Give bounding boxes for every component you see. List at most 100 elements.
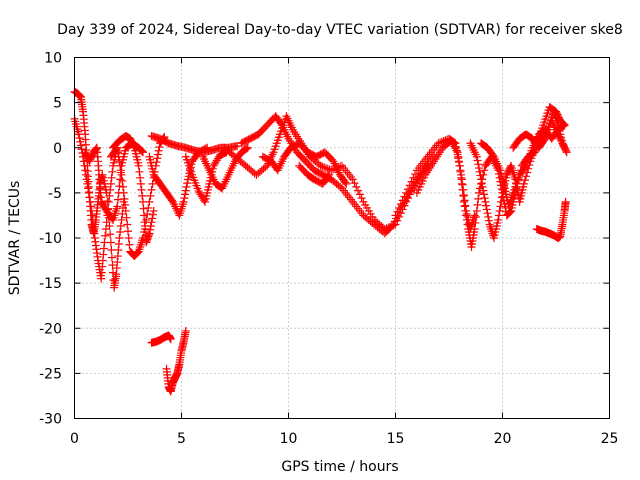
data-point xyxy=(434,139,443,148)
data-point xyxy=(138,147,147,156)
data-point xyxy=(114,152,123,161)
data-point xyxy=(116,175,125,184)
data-point xyxy=(116,166,125,175)
data-point xyxy=(119,182,128,191)
data-point xyxy=(74,130,83,139)
data-point xyxy=(136,173,145,182)
data-point xyxy=(153,150,162,159)
data-point xyxy=(121,206,130,215)
data-point xyxy=(320,163,329,172)
data-point xyxy=(108,167,117,176)
data-point xyxy=(146,191,155,200)
data-point xyxy=(387,221,396,230)
data-point xyxy=(149,206,158,215)
data-point xyxy=(474,194,483,203)
data-point xyxy=(522,172,531,181)
data-point xyxy=(85,193,94,202)
data-point xyxy=(482,201,491,210)
data-point xyxy=(483,209,492,218)
data-point xyxy=(350,179,359,188)
data-point xyxy=(560,143,569,152)
data-point xyxy=(395,203,404,212)
data-point xyxy=(102,218,111,227)
x-tick-label: 15 xyxy=(387,431,405,447)
data-point xyxy=(117,215,126,224)
data-point xyxy=(519,179,528,188)
data-point xyxy=(352,182,361,191)
data-point xyxy=(474,164,483,173)
data-point xyxy=(396,200,405,209)
ticks-layer: 0 5 10 15 20 25 10 5 0 -5 -10 -15 -20 -25 -30 xyxy=(39,51,618,448)
data-point xyxy=(402,188,411,197)
y-tick-label: -30 xyxy=(39,412,62,428)
data-point xyxy=(559,121,568,130)
data-point xyxy=(181,186,190,195)
data-point xyxy=(183,179,192,188)
data-point xyxy=(391,211,400,220)
data-point xyxy=(324,172,333,181)
data-point xyxy=(148,179,157,188)
data-point xyxy=(145,229,154,238)
data-point xyxy=(452,146,461,155)
data-point xyxy=(86,202,95,211)
data-point xyxy=(106,179,115,188)
data-point xyxy=(125,240,134,249)
data-point xyxy=(480,166,489,175)
data-point xyxy=(115,234,124,242)
data-point xyxy=(357,194,366,203)
data-point xyxy=(81,166,90,175)
data-point xyxy=(454,152,463,161)
data-point xyxy=(114,195,123,204)
data-point xyxy=(400,192,409,201)
data-point xyxy=(458,180,467,189)
series-track-l xyxy=(258,139,351,188)
data-point xyxy=(403,185,412,194)
data-point xyxy=(124,234,133,242)
data-point xyxy=(505,208,514,217)
series-track-r xyxy=(509,116,569,152)
data-point xyxy=(479,186,488,195)
chart-title: Day 339 of 2024, Sidereal Day-to-day VTE… xyxy=(57,22,623,38)
series-track-e xyxy=(109,132,158,247)
data-point xyxy=(393,207,402,216)
data-point xyxy=(436,138,445,147)
series-track-d xyxy=(106,132,169,261)
data-point xyxy=(562,148,571,157)
data-point xyxy=(482,205,491,214)
data-point xyxy=(148,210,157,219)
data-point xyxy=(122,213,131,222)
data-point xyxy=(459,197,468,206)
data-point xyxy=(453,148,462,157)
data-point xyxy=(457,170,466,179)
data-point xyxy=(560,121,569,130)
data-point xyxy=(166,335,175,344)
data-point xyxy=(474,188,483,197)
data-point xyxy=(461,201,470,210)
x-tick-label: 10 xyxy=(280,431,298,447)
data-point xyxy=(520,176,529,185)
data-point xyxy=(146,225,155,234)
series-track-s xyxy=(532,197,570,242)
data-point xyxy=(316,161,325,170)
data-point xyxy=(80,161,89,170)
data-point xyxy=(484,212,493,221)
data-point xyxy=(138,197,147,206)
data-point xyxy=(155,142,164,151)
data-point xyxy=(478,182,487,191)
data-point xyxy=(84,188,93,197)
y-tick-label: -25 xyxy=(39,366,62,382)
data-point xyxy=(121,200,130,209)
y-tick-label: 0 xyxy=(53,141,62,157)
data-point xyxy=(496,202,505,211)
data-point xyxy=(124,227,132,236)
data-point xyxy=(479,190,488,199)
series-track-u xyxy=(162,326,190,396)
data-point xyxy=(405,181,414,190)
data-point xyxy=(75,133,84,142)
data-point xyxy=(84,184,93,193)
data-point xyxy=(82,175,91,184)
data-point xyxy=(411,170,420,179)
data-point xyxy=(106,230,115,239)
data-point xyxy=(115,182,124,191)
